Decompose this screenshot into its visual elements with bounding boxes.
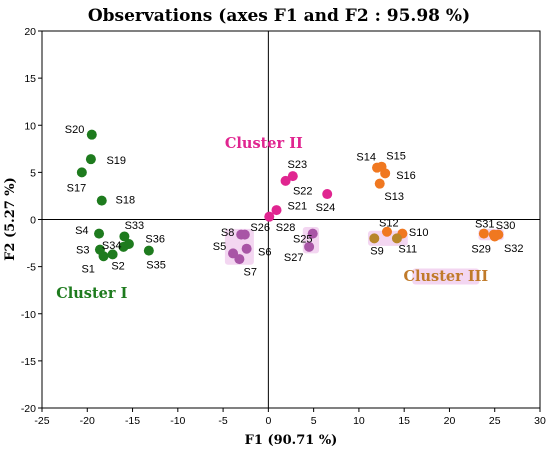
x-tick-label: 10	[353, 415, 365, 427]
point-label-s32: S32	[504, 243, 524, 255]
point-s2	[107, 249, 118, 260]
point-s21	[271, 205, 282, 216]
point-label-s13: S13	[384, 191, 404, 203]
point-label-s26: S26	[250, 222, 270, 234]
x-tick-label: 5	[311, 415, 317, 427]
point-label-s11: S11	[398, 244, 417, 256]
x-tick-label: 15	[398, 415, 410, 427]
x-tick-label: 30	[534, 415, 546, 427]
point-label-s9: S9	[370, 246, 383, 258]
point-s6	[241, 243, 252, 254]
point-s18	[96, 195, 107, 206]
point-label-s24: S24	[316, 202, 336, 214]
x-tick-label: 20	[444, 415, 456, 427]
point-s4	[94, 228, 105, 239]
point-label-s35: S35	[146, 260, 166, 272]
point-s16	[380, 168, 391, 179]
point-label-s7: S7	[244, 266, 257, 278]
y-tick-label: 10	[24, 120, 36, 132]
point-label-s10: S10	[409, 227, 429, 239]
point-label-s28: S28	[276, 222, 296, 234]
y-tick-label: 5	[30, 167, 36, 179]
point-s33	[119, 231, 130, 242]
x-axis-label: F1 (90.71 %)	[245, 433, 338, 448]
point-label-s22: S22	[293, 185, 313, 197]
x-tick-label: 0	[265, 415, 271, 427]
point-s26	[239, 229, 250, 240]
point-label-s14: S14	[356, 151, 376, 163]
point-s25	[307, 228, 318, 239]
point-s3	[94, 244, 105, 255]
x-tick-label: -20	[80, 415, 95, 427]
point-s9	[369, 233, 380, 244]
point-label-s5: S5	[213, 241, 226, 253]
y-tick-label: 0	[30, 215, 36, 227]
point-label-s29: S29	[471, 244, 491, 256]
point-label-s25: S25	[293, 233, 313, 245]
y-tick-label: 20	[24, 26, 36, 38]
cluster-labels: Cluster I Cluster II Cluster III	[56, 135, 488, 302]
data-points	[76, 129, 504, 265]
y-tick-label: 15	[24, 73, 36, 85]
point-label-s21: S21	[288, 200, 308, 212]
x-tick-label: -10	[170, 415, 185, 427]
point-s12	[381, 226, 392, 237]
point-s20	[86, 129, 97, 140]
point-label-s19: S19	[106, 155, 126, 167]
point-label-s1: S1	[81, 264, 94, 276]
point-s23	[287, 171, 298, 182]
y-tick-label: -20	[21, 403, 36, 415]
cluster-label-1: Cluster I	[56, 285, 127, 302]
point-label-s27: S27	[284, 252, 304, 264]
cluster-label-3: Cluster III	[403, 268, 488, 285]
point-s11	[391, 233, 402, 244]
point-label-s8: S8	[221, 227, 234, 239]
point-label-s12: S12	[379, 217, 399, 229]
point-label-s20: S20	[65, 124, 85, 136]
point-s13	[374, 178, 385, 189]
point-label-s33: S33	[125, 220, 145, 232]
x-tick-label: -5	[218, 415, 227, 427]
point-s19	[85, 154, 96, 165]
point-label-s31: S31	[475, 218, 495, 230]
y-tick-label: -15	[21, 356, 36, 368]
point-s7	[234, 254, 245, 265]
point-label-s3: S3	[76, 245, 89, 257]
point-label-s17: S17	[67, 182, 87, 194]
point-label-s15: S15	[386, 150, 406, 162]
point-label-s36: S36	[145, 233, 165, 245]
y-tick-label: -5	[27, 262, 36, 274]
y-axis-ticks: -20 -15 -10 -5 0 5 10 15 20	[21, 26, 42, 415]
point-label-s23: S23	[288, 159, 308, 171]
y-axis-label: F2 (5.27 %)	[3, 177, 18, 261]
cluster-label-2: Cluster II	[225, 135, 303, 152]
point-s27	[304, 241, 315, 252]
highlight-patch-5	[412, 268, 480, 285]
x-tick-label: -25	[34, 415, 49, 427]
point-s24	[322, 189, 333, 200]
y-tick-label: -10	[21, 309, 36, 321]
point-s29	[478, 228, 489, 239]
x-tick-label: 25	[489, 415, 501, 427]
point-label-s30: S30	[496, 220, 516, 232]
x-axis-ticks: -25 -20 -15 -10 -5 0 5 10 15 20 25 30	[34, 408, 546, 427]
x-tick-label: -15	[125, 415, 140, 427]
point-label-s34: S34	[102, 240, 122, 252]
point-label-s2: S2	[111, 261, 124, 273]
chart-title: Observations (axes F1 and F2 : 95.98 %)	[88, 6, 470, 26]
point-s36	[123, 239, 134, 250]
point-s32	[489, 231, 500, 242]
point-label-s4: S4	[75, 225, 88, 237]
point-s28	[264, 211, 275, 222]
point-s17	[76, 167, 87, 178]
point-s22	[280, 175, 291, 186]
point-label-s6: S6	[258, 247, 271, 259]
point-s35	[143, 245, 154, 256]
point-label-s18: S18	[116, 195, 136, 207]
point-label-s16: S16	[396, 170, 416, 182]
